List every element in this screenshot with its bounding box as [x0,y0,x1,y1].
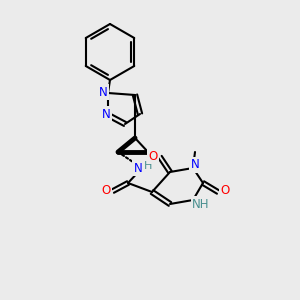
Text: NH: NH [192,197,210,211]
Text: N: N [102,107,110,121]
Text: O: O [220,184,230,197]
Text: N: N [134,161,142,175]
Text: NH: NH [192,197,210,211]
Text: H: H [144,161,152,171]
Text: O: O [220,184,230,197]
Text: O: O [101,184,111,196]
Text: H: H [144,161,152,171]
Text: O: O [148,149,158,163]
Text: N: N [190,158,200,172]
Text: N: N [99,85,107,98]
Text: O: O [148,149,158,163]
Text: N: N [102,107,110,121]
Text: N: N [190,158,200,172]
Text: O: O [101,184,111,196]
Text: N: N [99,85,107,98]
Text: N: N [134,161,142,175]
